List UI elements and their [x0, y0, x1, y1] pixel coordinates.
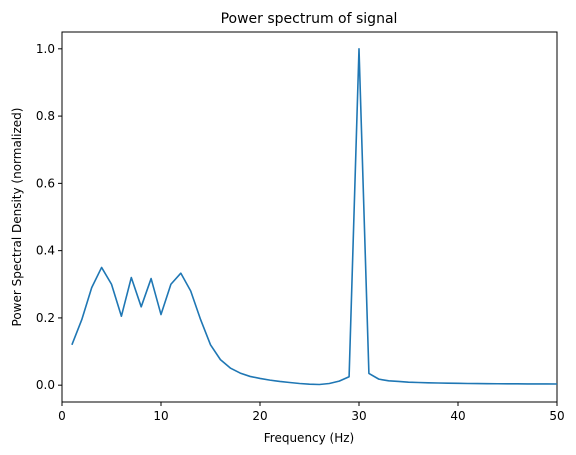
y-tick-label: 0.8 [36, 109, 55, 123]
psd-series-line [71, 48, 558, 386]
y-tick-label: 0.0 [36, 378, 55, 392]
y-tick-label: 0.4 [36, 244, 55, 258]
chart-title: Power spectrum of signal [221, 11, 398, 27]
y-tick-label: 0.6 [36, 176, 55, 190]
x-tick-label: 40 [450, 409, 465, 423]
y-tick-label: 0.2 [36, 311, 55, 325]
y-tick-label: 1.0 [36, 42, 55, 56]
x-tick-label: 0 [58, 409, 66, 423]
x-tick-label: 20 [252, 409, 267, 423]
x-tick-label: 30 [351, 409, 366, 423]
x-axis-ticks: 0 10 20 30 40 50 [58, 402, 565, 423]
y-axis-ticks: 0.0 0.2 0.4 0.6 0.8 1.0 [36, 42, 62, 392]
y-axis-label: Power Spectral Density (normalized) [10, 108, 24, 327]
plot-frame [61, 31, 558, 403]
x-tick-label: 10 [153, 409, 168, 423]
x-tick-label: 50 [549, 409, 564, 423]
plot-area: 0 10 20 30 40 50 0.0 0.2 0.4 0.6 0.8 1.0 [36, 31, 565, 423]
x-axis-label: Frequency (Hz) [264, 431, 355, 445]
